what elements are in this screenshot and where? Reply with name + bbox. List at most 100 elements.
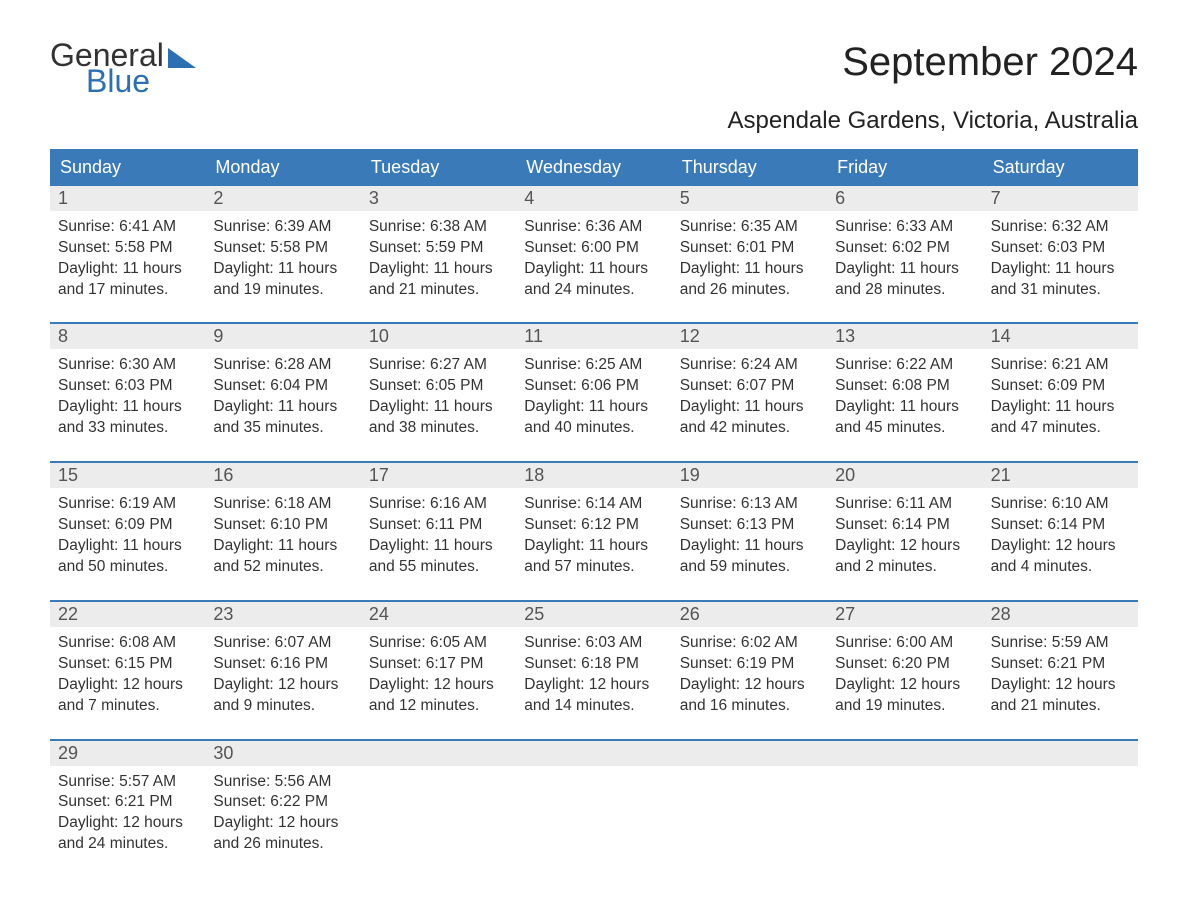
sunrise-line: Sunrise: 5:56 AM [213,772,352,793]
sunset-line: Sunset: 6:18 PM [524,654,663,675]
daynum-band: 22232425262728 [50,602,1138,627]
daylight-line-1: Daylight: 11 hours [213,397,352,418]
sunset-line: Sunset: 6:10 PM [213,515,352,536]
daylight-line-2: and 33 minutes. [58,418,197,439]
day-cell: Sunrise: 6:30 AMSunset: 6:03 PMDaylight:… [50,349,205,443]
sunset-line: Sunset: 6:22 PM [213,792,352,813]
sunrise-line: Sunrise: 6:25 AM [524,355,663,376]
day-number: 27 [827,602,982,627]
daylight-line-1: Daylight: 11 hours [524,259,663,280]
day-number: 26 [672,602,827,627]
day-of-week-header: Sunday Monday Tuesday Wednesday Thursday… [50,149,1138,186]
brand-logo: General Blue [50,40,196,97]
daylight-line-1: Daylight: 12 hours [58,813,197,834]
sunset-line: Sunset: 6:15 PM [58,654,197,675]
day-cell: Sunrise: 6:27 AMSunset: 6:05 PMDaylight:… [361,349,516,443]
daylight-line-1: Daylight: 11 hours [213,259,352,280]
day-number: 8 [50,324,205,349]
dow-wednesday: Wednesday [516,149,671,186]
daylight-line-1: Daylight: 11 hours [680,536,819,557]
day-number: 4 [516,186,671,211]
daylight-line-2: and 31 minutes. [991,280,1130,301]
daynum-band: 2930 [50,741,1138,766]
day-number [516,741,671,766]
daylight-line-1: Daylight: 12 hours [213,675,352,696]
day-number: 19 [672,463,827,488]
day-number: 20 [827,463,982,488]
daylight-line-2: and 26 minutes. [213,834,352,855]
day-number: 17 [361,463,516,488]
daylight-line-1: Daylight: 11 hours [213,536,352,557]
daylight-line-1: Daylight: 12 hours [991,536,1130,557]
sunset-line: Sunset: 6:12 PM [524,515,663,536]
sunset-line: Sunset: 6:07 PM [680,376,819,397]
day-cell: Sunrise: 6:21 AMSunset: 6:09 PMDaylight:… [983,349,1138,443]
day-cell [516,766,671,860]
sunrise-line: Sunrise: 6:21 AM [991,355,1130,376]
day-number: 24 [361,602,516,627]
day-cell [361,766,516,860]
day-number: 12 [672,324,827,349]
daylight-line-2: and 24 minutes. [524,280,663,301]
day-cell: Sunrise: 6:07 AMSunset: 6:16 PMDaylight:… [205,627,360,721]
sunrise-line: Sunrise: 6:24 AM [680,355,819,376]
sunset-line: Sunset: 6:08 PM [835,376,974,397]
week-row: 2930Sunrise: 5:57 AMSunset: 6:21 PMDayli… [50,739,1138,860]
sunrise-line: Sunrise: 6:14 AM [524,494,663,515]
header: General Blue September 2024 [50,40,1138,97]
daylight-line-2: and 59 minutes. [680,557,819,578]
daylight-line-1: Daylight: 11 hours [58,259,197,280]
sunrise-line: Sunrise: 6:36 AM [524,217,663,238]
month-title: September 2024 [842,40,1138,85]
daylight-line-1: Daylight: 11 hours [991,397,1130,418]
day-cell: Sunrise: 6:02 AMSunset: 6:19 PMDaylight:… [672,627,827,721]
sunset-line: Sunset: 6:05 PM [369,376,508,397]
day-cell: Sunrise: 6:03 AMSunset: 6:18 PMDaylight:… [516,627,671,721]
daylight-line-1: Daylight: 11 hours [524,397,663,418]
sunrise-line: Sunrise: 6:19 AM [58,494,197,515]
day-number: 10 [361,324,516,349]
day-cell: Sunrise: 6:33 AMSunset: 6:02 PMDaylight:… [827,211,982,305]
day-number: 28 [983,602,1138,627]
daylight-line-2: and 42 minutes. [680,418,819,439]
sunset-line: Sunset: 5:59 PM [369,238,508,259]
sunset-line: Sunset: 6:09 PM [991,376,1130,397]
sunset-line: Sunset: 5:58 PM [58,238,197,259]
sunrise-line: Sunrise: 6:35 AM [680,217,819,238]
day-cell: Sunrise: 6:14 AMSunset: 6:12 PMDaylight:… [516,488,671,582]
day-cell: Sunrise: 6:28 AMSunset: 6:04 PMDaylight:… [205,349,360,443]
sunrise-line: Sunrise: 6:13 AM [680,494,819,515]
sunrise-line: Sunrise: 5:57 AM [58,772,197,793]
sunrise-line: Sunrise: 6:07 AM [213,633,352,654]
dow-saturday: Saturday [983,149,1138,186]
sunrise-line: Sunrise: 6:33 AM [835,217,974,238]
day-number: 29 [50,741,205,766]
day-cell: Sunrise: 6:08 AMSunset: 6:15 PMDaylight:… [50,627,205,721]
daylight-line-1: Daylight: 11 hours [835,259,974,280]
daylight-line-2: and 17 minutes. [58,280,197,301]
daylight-line-1: Daylight: 11 hours [369,397,508,418]
dow-friday: Friday [827,149,982,186]
day-cell: Sunrise: 6:19 AMSunset: 6:09 PMDaylight:… [50,488,205,582]
day-number [361,741,516,766]
sunset-line: Sunset: 6:11 PM [369,515,508,536]
daylight-line-2: and 57 minutes. [524,557,663,578]
dow-monday: Monday [205,149,360,186]
daylight-line-1: Daylight: 12 hours [58,675,197,696]
day-cell: Sunrise: 6:39 AMSunset: 5:58 PMDaylight:… [205,211,360,305]
daylight-line-1: Daylight: 12 hours [369,675,508,696]
daylight-line-2: and 21 minutes. [369,280,508,301]
sunrise-line: Sunrise: 6:16 AM [369,494,508,515]
day-cell [827,766,982,860]
daylight-line-2: and 24 minutes. [58,834,197,855]
sunset-line: Sunset: 6:19 PM [680,654,819,675]
day-cell: Sunrise: 6:16 AMSunset: 6:11 PMDaylight:… [361,488,516,582]
daylight-line-2: and 4 minutes. [991,557,1130,578]
week-row: 15161718192021Sunrise: 6:19 AMSunset: 6:… [50,461,1138,582]
dow-tuesday: Tuesday [361,149,516,186]
day-number [983,741,1138,766]
sunset-line: Sunset: 6:09 PM [58,515,197,536]
sunset-line: Sunset: 6:03 PM [58,376,197,397]
week-row: 22232425262728Sunrise: 6:08 AMSunset: 6:… [50,600,1138,721]
day-cell: Sunrise: 5:56 AMSunset: 6:22 PMDaylight:… [205,766,360,860]
